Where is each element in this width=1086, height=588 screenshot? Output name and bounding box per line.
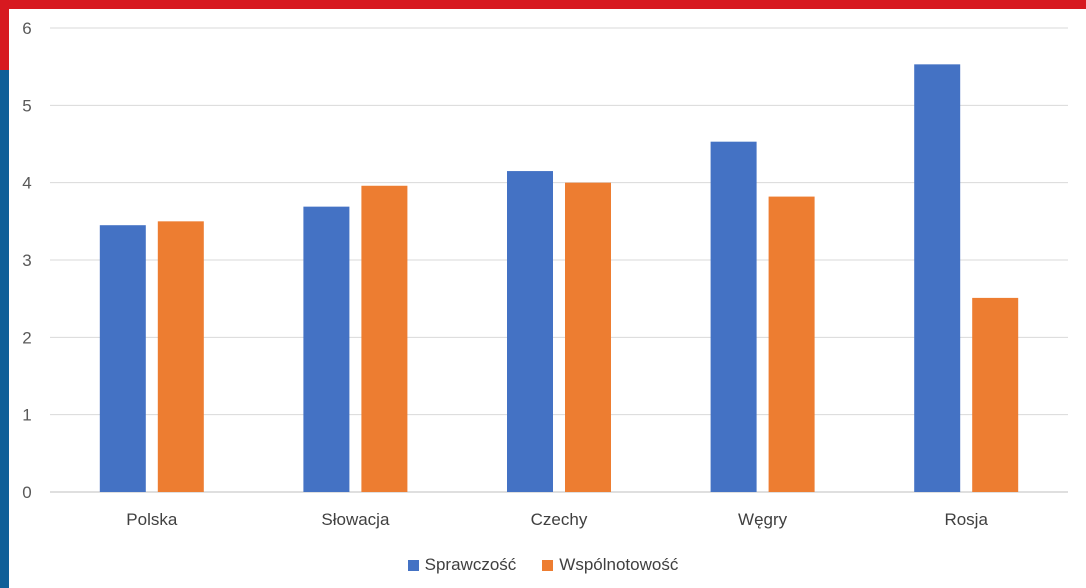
bar-series-2-2 [565,182,611,492]
legend-label-series-1: Sprawczość [424,555,517,574]
top-red-stripe [0,0,1086,9]
left-blue-stripe [0,70,9,588]
bar-series-2-4 [972,297,1019,492]
y-tick-label: 1 [22,406,31,425]
bar-series-2-0 [157,221,204,493]
y-tick-label: 5 [22,96,31,115]
legend-item-series-1: Sprawczość [407,555,517,575]
x-category-label: Słowacja [321,510,390,529]
y-tick-label: 4 [22,174,31,193]
bar-series-2-1 [361,185,408,492]
y-tick-label: 2 [22,328,31,347]
x-category-label: Czechy [531,510,588,529]
bar-series-1-4 [914,64,961,492]
bar-series-2-3 [768,196,815,492]
legend-item-series-2: Wspólnotowość [542,555,678,575]
x-category-label: Rosja [944,510,988,529]
bar-chart: 0 1 2 3 4 5 6 Polska Słowacja Czechy Węgry Rosja [22,19,1068,529]
x-category-label: Polska [126,510,178,529]
y-tick-label: 6 [22,19,31,38]
legend-label-series-2: Wspólnotowość [559,555,679,574]
bar-series-1-0 [99,225,146,492]
left-red-stripe [0,0,9,70]
y-tick-label: 0 [22,483,31,502]
legend-swatch-series-2 [542,559,554,571]
x-category-label: Węgry [738,510,788,529]
bar-series-1-3 [710,141,757,492]
legend: Sprawczość Wspólnotowość [0,555,1086,575]
y-tick-label: 3 [22,251,31,270]
legend-swatch-series-1 [407,559,419,571]
bar-series-1-1 [303,206,350,492]
bar-series-1-2 [507,171,553,493]
